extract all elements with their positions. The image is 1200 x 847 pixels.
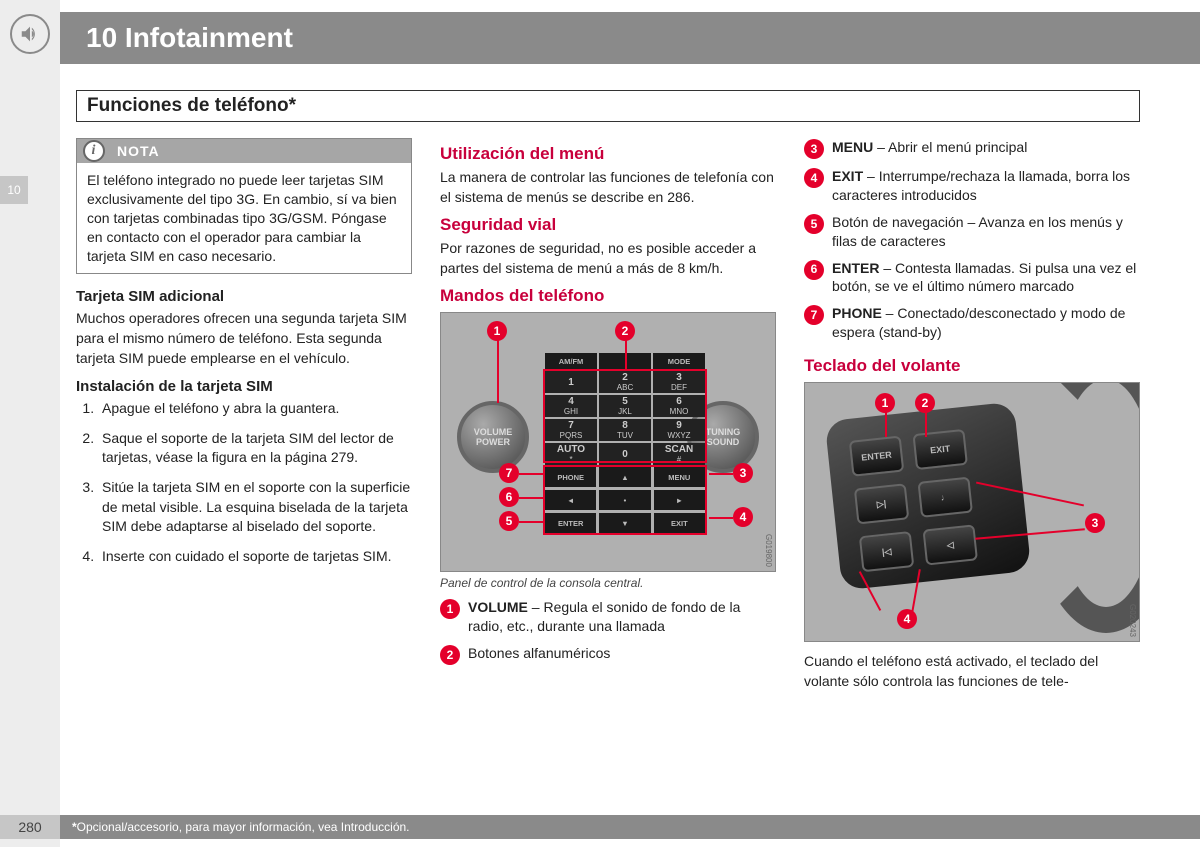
info-icon: i <box>83 140 105 162</box>
nav-highlight <box>543 465 707 535</box>
chapter-tab: 10 <box>0 176 28 204</box>
figure-marker-3: 3 <box>733 463 753 483</box>
figure-marker-1: 1 <box>487 321 507 341</box>
center-console-figure: VOLUME POWER TUNING SOUND AM/FM MODE 12A… <box>440 312 776 572</box>
callout-row: 7 PHONE – Conectado/desconectado y modo d… <box>804 304 1140 342</box>
marker-line <box>519 521 543 523</box>
callout-text: Botones alfanuméricos <box>468 644 776 663</box>
marker-line <box>625 339 627 371</box>
install-step: Sitúe la tarjeta SIM en el soporte con l… <box>98 478 412 537</box>
menu-usage-heading: Utilización del menú <box>440 144 776 164</box>
photo-code: G019800 <box>764 534 773 567</box>
sw-fwd-button: ▷| <box>854 483 909 524</box>
section-title: Funciones de teléfono* <box>76 90 1140 122</box>
sw-back-button: |◁ <box>859 531 914 572</box>
figure-caption: Panel de control de la consola central. <box>440 576 776 590</box>
callout-row: 4 EXIT – Interrumpe/rechaza la llamada, b… <box>804 167 1140 205</box>
steering-keypad-heading: Teclado del volante <box>804 356 1140 376</box>
callout-text: EXIT – Interrumpe/rechaza la llamada, bo… <box>832 167 1140 205</box>
figure-marker-4: 4 <box>733 507 753 527</box>
keypad-highlight <box>543 369 707 463</box>
steering-after-text: Cuando el teléfono está activado, el tec… <box>804 652 1140 691</box>
wheel-rim <box>1031 382 1140 633</box>
sw-marker-4: 4 <box>897 609 917 629</box>
callout-text: MENU – Abrir el menú principal <box>832 138 1140 157</box>
sw-enter-button: ENTER <box>849 436 904 477</box>
callout-number: 2 <box>440 645 460 665</box>
phone-controls-heading: Mandos del teléfono <box>440 286 776 306</box>
figure-marker-2: 2 <box>615 321 635 341</box>
callout-text: Botón de navegación – Avanza en los menú… <box>832 213 1140 251</box>
callouts-col2: 1 VOLUME – Regula el sonido de fondo de l… <box>440 598 776 665</box>
callout-row: 3 MENU – Abrir el menú principal <box>804 138 1140 159</box>
road-safety-heading: Seguridad vial <box>440 215 776 235</box>
callout-row: 1 VOLUME – Regula el sonido de fondo de l… <box>440 598 776 636</box>
column-2: Utilización del menú La manera de contro… <box>440 138 776 787</box>
marker-line <box>885 411 887 437</box>
install-steps: Apague el teléfono y abra la guantera. S… <box>76 399 412 566</box>
figure-marker-5: 5 <box>499 511 519 531</box>
volume-knob: VOLUME POWER <box>457 401 529 473</box>
sw-marker-3: 3 <box>1085 513 1105 533</box>
callout-text: PHONE – Conectado/desconectado y modo de… <box>832 304 1140 342</box>
callout-text: ENTER – Contesta llamadas. Si pulsa una … <box>832 259 1140 297</box>
install-step: Apague el teléfono y abra la guantera. <box>98 399 412 419</box>
sw-marker-2: 2 <box>915 393 935 413</box>
marker-line <box>519 497 543 499</box>
steering-wheel-figure: ENTER EXIT ▷| ♩ |◁ ◁ 1 2 3 4 G020243 <box>804 382 1140 642</box>
marker-line <box>519 473 543 475</box>
sw-vol-button: ◁ <box>922 524 977 565</box>
marker-line <box>709 473 733 475</box>
callout-number: 1 <box>440 599 460 619</box>
figure-marker-6: 6 <box>499 487 519 507</box>
marker-line <box>709 517 733 519</box>
install-step: Saque el soporte de la tarjeta SIM del l… <box>98 429 412 468</box>
chapter-header: 10 Infotainment <box>60 12 1200 64</box>
column-1: i NOTA El teléfono integrado no puede le… <box>76 138 412 787</box>
sw-marker-1: 1 <box>875 393 895 413</box>
callout-number: 7 <box>804 305 824 325</box>
footer-bar: * Opcional/accesorio, para mayor informa… <box>60 815 1200 839</box>
amfm-button: AM/FM <box>545 353 597 369</box>
speaker-icon <box>10 14 50 54</box>
marker-line <box>925 411 927 437</box>
callout-row: 5 Botón de navegación – Avanza en los men… <box>804 213 1140 251</box>
note-body: El teléfono integrado no puede leer tarj… <box>77 163 411 273</box>
note-heading: i NOTA <box>77 139 411 163</box>
footnote-text: Opcional/accesorio, para mayor informaci… <box>77 820 410 834</box>
note-label: NOTA <box>117 143 160 159</box>
marker-line <box>497 339 499 403</box>
sidebar-strip <box>0 0 60 847</box>
callout-number: 6 <box>804 260 824 280</box>
photo-code: G020243 <box>1128 604 1137 637</box>
sw-exit-button: EXIT <box>912 429 967 470</box>
menu-usage-text: La manera de controlar las funciones de … <box>440 168 776 207</box>
figure-marker-7: 7 <box>499 463 519 483</box>
callout-row: 2 Botones alfanuméricos <box>440 644 776 665</box>
sw-mute-button: ♩ <box>917 477 972 518</box>
callout-number: 4 <box>804 168 824 188</box>
callout-row: 6 ENTER – Contesta llamadas. Si pulsa una… <box>804 259 1140 297</box>
content-columns: i NOTA El teléfono integrado no puede le… <box>76 138 1140 787</box>
road-safety-text: Por razones de seguridad, no es posible … <box>440 239 776 278</box>
chapter-title: 10 Infotainment <box>86 22 293 54</box>
page-number: 280 <box>0 815 60 839</box>
sim-extra-text: Muchos operadores ofrecen una segunda ta… <box>76 309 412 368</box>
callout-number: 5 <box>804 214 824 234</box>
callout-number: 3 <box>804 139 824 159</box>
install-step: Inserte con cuidado el soporte de tarjet… <box>98 547 412 567</box>
sim-extra-heading: Tarjeta SIM adicional <box>76 288 412 305</box>
mode-button: MODE <box>653 353 705 369</box>
column-3: 3 MENU – Abrir el menú principal 4 EXIT – I… <box>804 138 1140 787</box>
sim-install-heading: Instalación de la tarjeta SIM <box>76 378 412 395</box>
callout-text: VOLUME – Regula el sonido de fondo de la… <box>468 598 776 636</box>
note-box: i NOTA El teléfono integrado no puede le… <box>76 138 412 274</box>
steering-button-pod: ENTER EXIT ▷| ♩ |◁ ◁ <box>825 402 1032 591</box>
callouts-col3: 3 MENU – Abrir el menú principal 4 EXIT – I… <box>804 138 1140 342</box>
